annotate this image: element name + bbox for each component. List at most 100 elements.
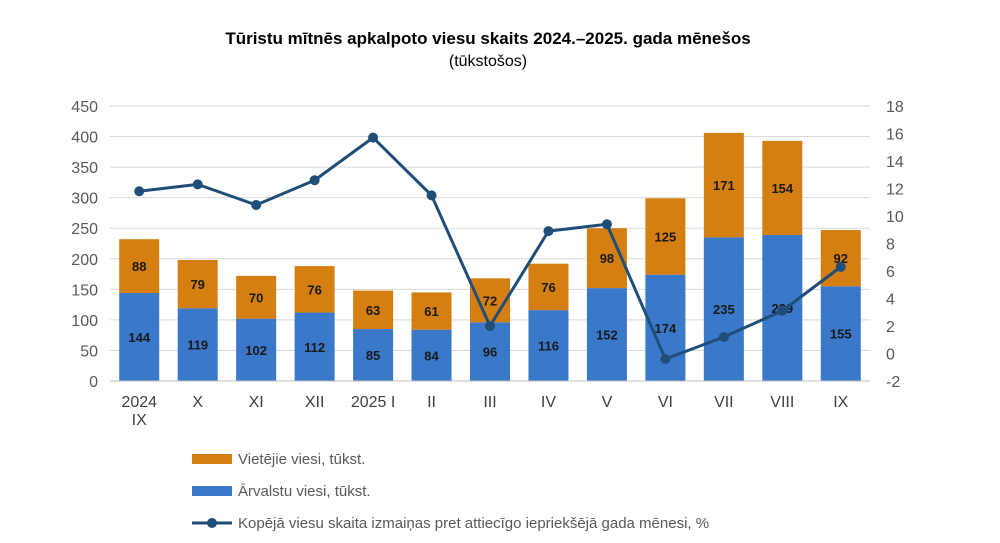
bar-local-guests (762, 140, 803, 235)
line-point (718, 332, 729, 342)
legend-swatch (192, 454, 232, 464)
x-category-label: 2025 I (351, 394, 395, 411)
y-left-tick-label: 250 (71, 221, 98, 238)
bar-local-guests (294, 266, 335, 313)
data-label-foreign: 85 (366, 348, 380, 363)
y-right-tick-label: 12 (886, 182, 904, 199)
bar-foreign-guests (528, 310, 569, 381)
y-left-tick-label: 50 (80, 343, 98, 360)
x-category-label: IV (541, 394, 556, 411)
y-right-tick-label: 14 (886, 154, 904, 171)
line-point (309, 175, 320, 186)
x-category-label: V (602, 394, 613, 411)
bar-foreign-guests (820, 286, 861, 381)
data-label-foreign: 112 (304, 340, 325, 355)
legend-label: Ārvalstu viesi, tūkst. (238, 483, 371, 500)
data-label-foreign: 174 (655, 321, 677, 336)
y-left-tick-label: 350 (71, 160, 98, 177)
x-category-label: XI (249, 394, 264, 411)
data-label-foreign: 155 (830, 327, 852, 342)
chart-title: Tūristu mītnēs apkalpoto viesu skaits 20… (225, 29, 750, 48)
y-right-tick-label: 4 (886, 292, 895, 309)
data-label-foreign: 84 (424, 348, 439, 363)
line-point (660, 354, 671, 364)
x-category-label: XII (305, 394, 325, 411)
y-right-tick-label: 10 (886, 209, 904, 226)
line-point (777, 305, 788, 316)
data-label-local: 61 (424, 304, 438, 319)
line-point (251, 200, 262, 210)
data-label-foreign: 152 (596, 328, 618, 343)
x-category-label: II (427, 394, 436, 411)
x-category-label: VIII (770, 394, 794, 411)
data-label-local: 125 (655, 229, 677, 244)
data-label-local: 76 (541, 280, 555, 295)
data-label-foreign: 116 (538, 339, 559, 354)
x-category-label: 2024 (121, 394, 157, 411)
y-left-tick-label: 150 (71, 282, 98, 299)
legend-label: Kopējā viesu skaita izmaiņas pret attiec… (238, 515, 709, 532)
data-label-local: 98 (600, 251, 614, 266)
data-label-local: 63 (366, 303, 380, 318)
x-category-label: VII (714, 394, 734, 411)
line-point (368, 132, 379, 143)
y-left-tick-label: 300 (71, 191, 98, 208)
y-left-tick-label: 0 (89, 374, 98, 391)
data-label-foreign: 235 (713, 302, 735, 317)
data-label-foreign: 119 (187, 338, 208, 353)
legend: Vietējie viesi, tūkst. Ārvalstu viesi, tū… (192, 451, 709, 532)
y-left-tick-label: 450 (71, 99, 98, 116)
data-label-local: 72 (483, 293, 497, 308)
data-label-foreign: 102 (245, 343, 267, 358)
bar-foreign-guests (119, 293, 160, 381)
line-point (601, 219, 612, 230)
y-right-tick-label: 8 (886, 237, 895, 254)
x-category-label: III (483, 394, 496, 411)
y-right-tick-label: 16 (886, 127, 904, 144)
x-category-label: X (192, 394, 203, 411)
bar-local-guests (119, 239, 160, 293)
data-label-local: 154 (771, 181, 793, 196)
legend-label: Vietējie viesi, tūkst. (238, 451, 365, 468)
line-point (543, 226, 554, 237)
bar-local-guests (703, 132, 744, 238)
line-point (192, 179, 203, 190)
y-right-tick-label: 0 (886, 347, 895, 364)
y-left-tick-label: 400 (71, 130, 98, 147)
data-label-foreign: 144 (128, 330, 150, 345)
bar-local-guests (645, 198, 686, 275)
plot-area: 0 50 100 150 200 250 300 350 400 450 -2 0 2 4 6 8 10 12 14… (71, 99, 904, 429)
legend-line-marker (207, 518, 217, 528)
x-category-label: VI (658, 394, 673, 411)
data-label-foreign: 96 (483, 345, 497, 360)
data-label-local: 70 (249, 290, 263, 305)
x-category-label: IX (132, 412, 147, 429)
bar-foreign-guests (294, 312, 335, 381)
line-point (426, 190, 437, 201)
bar-foreign-guests (586, 288, 627, 381)
bar-foreign-guests (470, 322, 510, 381)
bar-foreign-guests (411, 329, 452, 381)
line-point (134, 186, 145, 197)
data-label-local: 171 (713, 178, 735, 193)
line-point (835, 261, 846, 272)
y-right-tick-label: 2 (886, 319, 895, 336)
bar-foreign-guests (236, 318, 277, 381)
data-label-local: 79 (190, 277, 204, 292)
bar-local-guests (177, 260, 218, 309)
bar-local-guests (470, 278, 510, 323)
bar-local-guests (353, 290, 394, 330)
bar-foreign-guests (353, 329, 394, 381)
y-right-tick-label: 6 (886, 264, 895, 281)
bar-foreign-guests (177, 308, 218, 381)
y-right-tick-label: -2 (886, 374, 900, 391)
bar-local-guests (411, 292, 452, 330)
bar-foreign-guests (703, 237, 744, 381)
x-category-label: IX (833, 394, 848, 411)
bar-local-guests (236, 275, 277, 319)
legend-swatch (192, 486, 232, 496)
chart-subtitle: (tūkstošos) (449, 53, 527, 70)
line-point (485, 321, 495, 331)
y-left-tick-label: 100 (71, 313, 98, 330)
